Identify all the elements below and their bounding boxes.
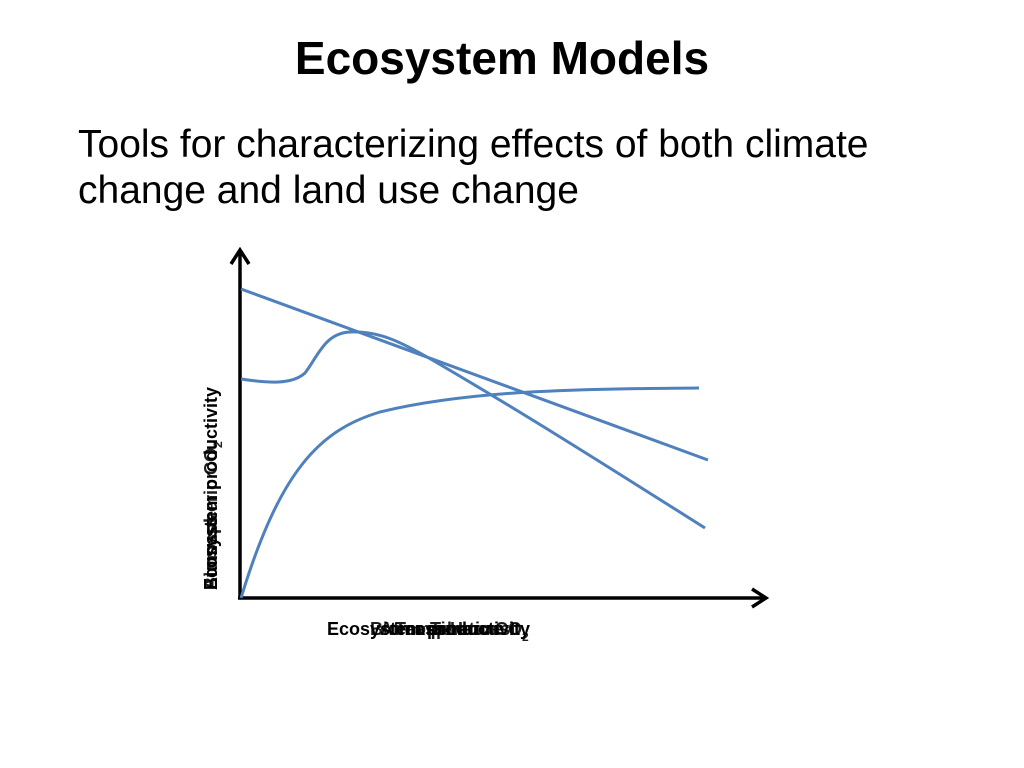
slide-title: Ecosystem Models: [294, 32, 710, 84]
x-axis-label-biomass-harvest: Biomass Harvest: [370, 619, 516, 639]
y-axis-label-co2: Atmospheric CO2: [201, 441, 225, 590]
x-axis-label-productivity: Ecosystem productivity: [327, 619, 530, 639]
curve-straight-decline: [240, 287, 709, 462]
curve-hump-then-decline: [240, 330, 706, 530]
x-axis-label-co2: Atmospheric CO2: [380, 619, 529, 644]
x-axis-label-time: Time: [430, 619, 472, 639]
y-axis-label-productivity: Ecosystem productivity: [201, 387, 221, 590]
x-axis-arrowhead: [751, 587, 770, 609]
slide-body-text: Tools for characterizing effects of both…: [78, 123, 869, 212]
y-axis-label-biomass: Biomass: [201, 515, 221, 590]
curve-saturating-growth: [239, 386, 700, 599]
y-axis-arrowhead: [229, 246, 251, 265]
x-axis-label-temperature: Temperature: [395, 619, 503, 639]
